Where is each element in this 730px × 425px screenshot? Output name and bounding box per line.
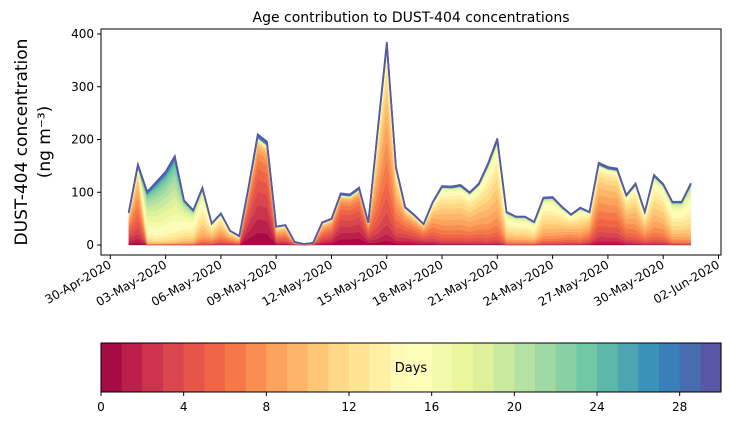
colorbar-swatch-26 bbox=[638, 343, 660, 392]
colorbar-tick-label: 24 bbox=[589, 400, 604, 414]
colorbar-swatch-25 bbox=[617, 343, 639, 392]
colorbar-tick-label: 28 bbox=[672, 400, 687, 414]
chart-title: Age contribution to DUST-404 concentrati… bbox=[253, 10, 570, 26]
colorbar-swatch-20 bbox=[514, 343, 536, 392]
colorbar-swatch-13 bbox=[369, 343, 391, 392]
colorbar-swatch-9 bbox=[287, 343, 309, 392]
colorbar-tick-label: 16 bbox=[424, 400, 439, 414]
colorbar-swatch-11 bbox=[328, 343, 350, 392]
colorbar-swatch-23 bbox=[576, 343, 598, 392]
colorbar-swatch-6 bbox=[225, 343, 247, 392]
colorbar-tick-label: 0 bbox=[97, 400, 105, 414]
colorbar-swatch-17 bbox=[452, 343, 474, 392]
colorbar-ticks: 0 4 8 12 16 20 24 28 bbox=[97, 392, 687, 414]
colorbar-swatch-21 bbox=[535, 343, 557, 392]
colorbar-swatch-29 bbox=[700, 343, 722, 392]
colorbar bbox=[100, 342, 722, 393]
colorbar-swatch-8 bbox=[266, 343, 288, 392]
colorbar-frame bbox=[100, 342, 722, 393]
y-tick-label: 200 bbox=[71, 133, 94, 147]
colorbar-swatch-14 bbox=[390, 343, 412, 392]
colorbar-swatch-2 bbox=[142, 343, 164, 392]
colorbar-tick-label: 12 bbox=[341, 400, 356, 414]
y-tick-label: 400 bbox=[71, 27, 94, 41]
colorbar-swatch-10 bbox=[307, 343, 329, 392]
colorbar-swatch-5 bbox=[204, 343, 226, 392]
colorbar-swatch-4 bbox=[183, 343, 205, 392]
plot-frame bbox=[100, 28, 722, 256]
y-axis-label: DUST-404 concentration bbox=[12, 39, 32, 246]
colorbar-tick-label: 4 bbox=[180, 400, 188, 414]
y-axis-label-units: (ng m⁻³) bbox=[35, 106, 55, 179]
y-tick-label: 300 bbox=[71, 80, 94, 94]
colorbar-tick-label: 8 bbox=[263, 400, 271, 414]
colorbar-swatch-0 bbox=[101, 343, 123, 392]
colorbar-swatch-12 bbox=[349, 343, 371, 392]
colorbar-swatch-24 bbox=[597, 343, 619, 392]
colorbar-swatch-3 bbox=[163, 343, 185, 392]
colorbar-swatch-1 bbox=[121, 343, 143, 392]
stacked-areas bbox=[127, 41, 692, 246]
colorbar-swatch-15 bbox=[411, 343, 433, 392]
age-bin-area-29 bbox=[127, 41, 692, 245]
colorbar-swatch-28 bbox=[679, 343, 701, 392]
colorbar-swatch-7 bbox=[245, 343, 267, 392]
x-axis: 30-Apr-202003-May-202006-May-202009-May-… bbox=[43, 255, 722, 309]
y-axis: 0 100 200 300 400 bbox=[71, 27, 101, 252]
y-tick-label: 0 bbox=[86, 238, 94, 252]
colorbar-tick-label: 20 bbox=[507, 400, 522, 414]
colorbar-swatch-16 bbox=[431, 343, 453, 392]
colorbar-swatch-18 bbox=[473, 343, 495, 392]
colorbar-label: Days bbox=[395, 361, 428, 376]
colorbar-swatch-22 bbox=[555, 343, 577, 392]
y-tick-label: 100 bbox=[71, 185, 94, 199]
colorbar-swatch-27 bbox=[659, 343, 681, 392]
colorbar-swatch-19 bbox=[493, 343, 515, 392]
